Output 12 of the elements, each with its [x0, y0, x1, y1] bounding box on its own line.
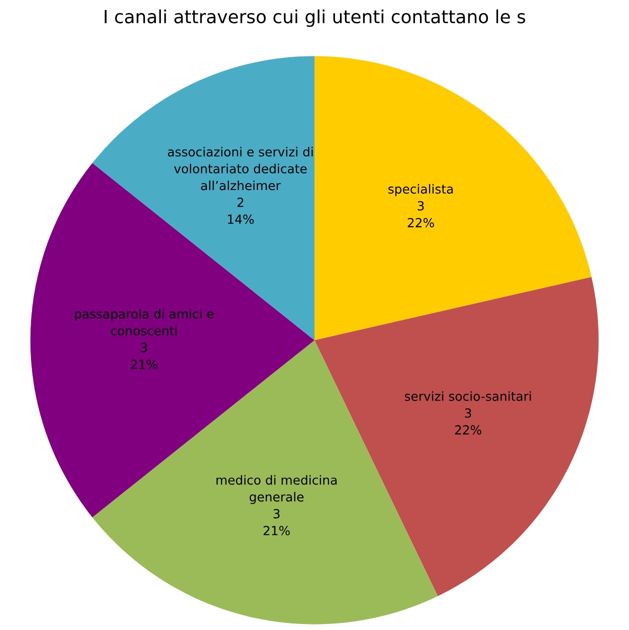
data-label: 3 22%	[408, 201, 434, 228]
slice-label: associazioni e servizi di volontariato dedicate all’alzheimer	[168, 146, 313, 190]
pie-slice	[314, 56, 592, 340]
slice-label: specialista	[388, 184, 453, 196]
data-label: 3 21%	[131, 342, 158, 370]
data-label: 3 21%	[264, 508, 290, 536]
data-label: 3 22%	[455, 408, 482, 435]
slice-label: medico di medicina generale	[216, 475, 337, 504]
data-label: 2 14%	[228, 198, 254, 224]
chart-title: I canali attraverso cui gli utenti contattano le s	[104, 9, 526, 27]
slice-label: servizi socio-sanitari	[404, 391, 531, 401]
slice-label: passaparola di amici e conoscenti	[75, 308, 214, 336]
